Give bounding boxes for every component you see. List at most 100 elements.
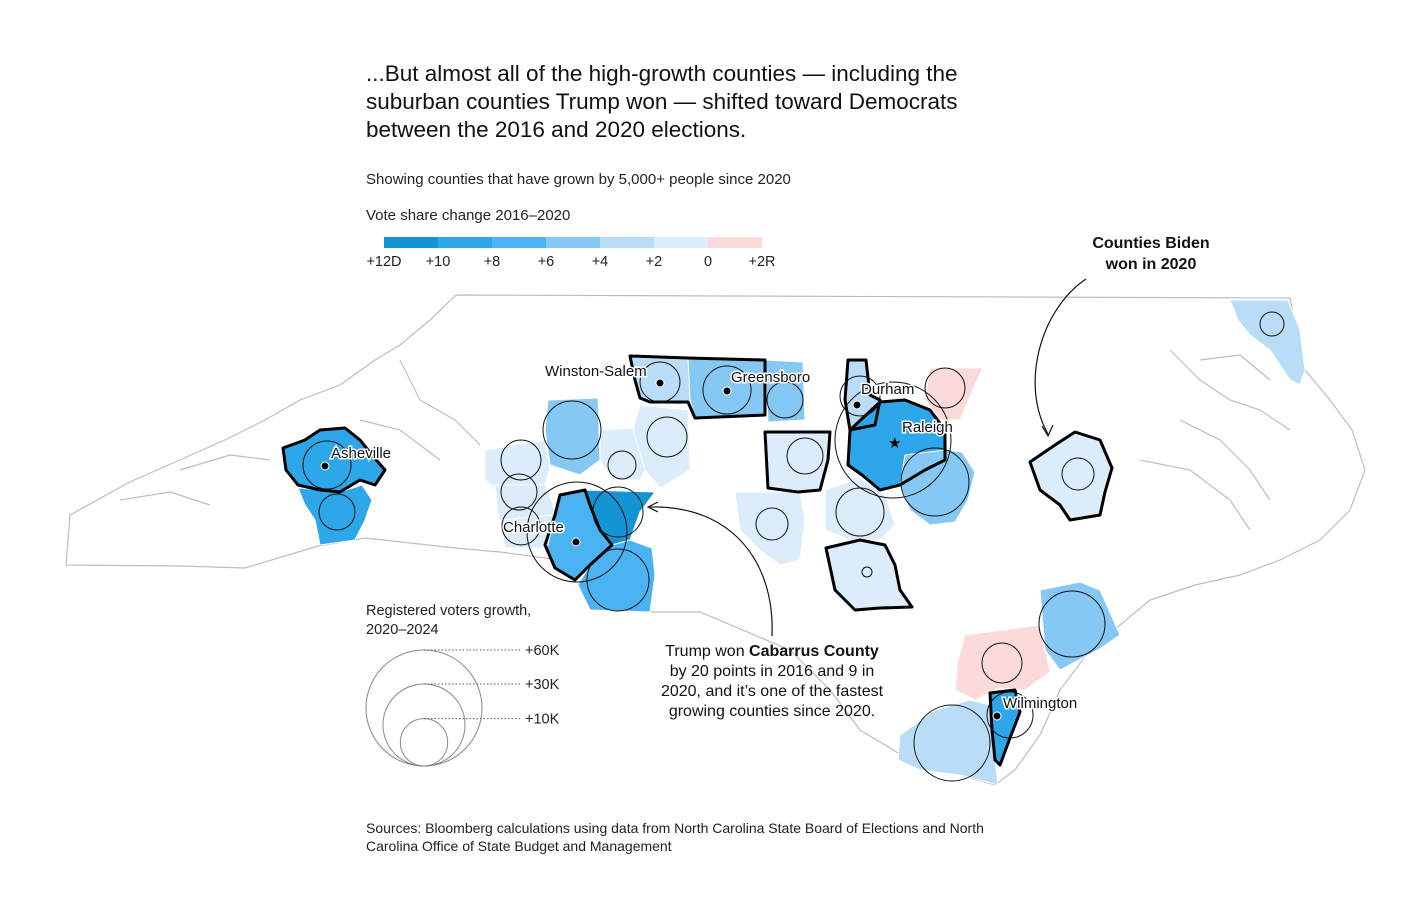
chart-subtitle: Showing counties that have grown by 5,00… (366, 171, 791, 188)
outline-wake (846, 398, 947, 492)
size-legend-title-2: 2020–2024 (366, 622, 439, 638)
bubble-guilford (702, 365, 752, 415)
outline-chatham (763, 430, 832, 494)
bubble-brunswick (913, 704, 991, 782)
county-brunswick (897, 699, 999, 786)
biden-annotation-arrowhead (1041, 424, 1054, 438)
size-legend-title-1: Registered voters growth, (366, 603, 531, 619)
color-legend-swatch (546, 237, 600, 248)
bubble-lincoln (500, 473, 538, 511)
bubble-rowan (607, 450, 637, 480)
outline-buncombe (281, 426, 387, 494)
outline-forsyth-guilford (628, 354, 767, 420)
bubble-chatham (786, 437, 824, 475)
county-onslow (1039, 581, 1121, 671)
color-legend-tick: 0 (704, 254, 712, 270)
bubble-new-hanover (986, 691, 1034, 739)
cabarrus-annotation-arrow (649, 506, 773, 637)
cabarrus-annotation: Trump won Cabarrus County by 20 points i… (646, 501, 884, 720)
county-franklin (924, 367, 984, 421)
asheville-label: Asheville (331, 445, 391, 462)
outline-mecklenburg (543, 488, 614, 582)
bubble-mecklenburg (526, 481, 628, 583)
winston-salem-dot (655, 378, 665, 388)
bubble-wake (834, 381, 952, 499)
bubble-pitt (1061, 457, 1095, 491)
wilmington-label: Wilmington (1003, 695, 1077, 712)
cabarrus-annotation-line-1: Trump won Cabarrus County (665, 643, 879, 660)
color-legend-title: Vote share change 2016–2020 (366, 207, 571, 224)
bubble-henderson (318, 493, 356, 531)
cabarrus-annotation-line-4: growing counties since 2020. (669, 703, 875, 720)
bubble-catawba (500, 439, 542, 481)
color-legend-tick: +12D (366, 254, 401, 270)
western-counties (119, 359, 481, 506)
title-line-3: between the 2016 and 2020 elections. (366, 117, 747, 142)
bubble-davidson (646, 416, 688, 458)
outline-cumberland (824, 538, 914, 612)
color-legend-tick-end: +2R (748, 254, 775, 270)
cabarrus-annotation-arrowhead (646, 501, 659, 513)
county-henderson (297, 484, 373, 546)
charlotte-label: Charlotte (503, 519, 564, 536)
asheville-dot (320, 461, 330, 471)
color-legend-swatch (492, 237, 546, 248)
size-legend-circle (365, 649, 483, 767)
county-johnston (899, 449, 976, 526)
chart-title: ...But almost all of the high-growth cou… (366, 60, 1066, 144)
color-legend-tick: +6 (538, 254, 555, 270)
title-line-2: suburban counties Trump won — shifted to… (366, 89, 958, 114)
bubble-harnett (835, 487, 885, 537)
cabarrus-annotation-line-3: 2020, and it’s one of the fastest (661, 683, 884, 700)
county-pitt (1029, 431, 1113, 521)
county-iredell (544, 397, 601, 476)
size-legend-label: +60K (525, 643, 560, 659)
color-legend-tick: +8 (484, 254, 501, 270)
sound-shoreline (1139, 349, 1291, 531)
sources-line-2: Carolina Office of State Budget and Mana… (366, 838, 672, 854)
winston-salem-label: Winston-Salem (545, 363, 647, 380)
title-line-1: ...But almost all of the high-growth cou… (366, 61, 958, 86)
north-carolina-outline (65, 294, 1366, 786)
color-legend-swatch (708, 237, 762, 248)
biden-annotation-line-1: Counties Biden (1092, 235, 1209, 252)
county-chatham (764, 431, 831, 493)
color-legend-tick: +10 (426, 254, 451, 270)
biden-annotation-arrow (1034, 278, 1087, 435)
sources-note: Sources: Bloomberg calculations using da… (366, 819, 1086, 855)
greensboro-label: Greensboro (731, 369, 810, 386)
county-moore (734, 491, 806, 566)
biden-annotation-line-2: won in 2020 (1105, 256, 1197, 273)
bubble-moore (755, 507, 789, 541)
color-legend-tick: +2 (646, 254, 663, 270)
biden-won-outlines (281, 354, 1114, 767)
county-davidson (632, 404, 691, 489)
size-legend-circle (382, 683, 466, 767)
color-legend-swatch (384, 237, 438, 248)
bubble-onslow (1038, 590, 1106, 658)
greensboro-dot (722, 386, 732, 396)
bubble-cumberland (861, 566, 873, 578)
growth-bubbles (302, 311, 1285, 782)
bubble-alamance (766, 381, 804, 419)
county-currituck (1229, 299, 1306, 386)
charlotte-dot (571, 537, 581, 547)
county-cumberland (825, 539, 913, 611)
bubble-gaston (501, 506, 541, 546)
color-legend-swatch (438, 237, 492, 248)
size-legend: Registered voters growth, 2020–2024 +60K… (365, 603, 560, 767)
county-pender (954, 624, 1051, 701)
raleigh-label: Raleigh (902, 419, 953, 436)
size-legend-label: +10K (525, 712, 560, 728)
durham-label: Durham (861, 381, 914, 398)
size-legend-circle (399, 718, 449, 767)
outline-new-hanover (988, 688, 1022, 767)
bubble-pender (981, 642, 1023, 684)
bubble-union (586, 548, 650, 612)
bubble-forsyth (639, 361, 681, 403)
biden-annotation: Counties Biden won in 2020 (1034, 235, 1210, 438)
color-legend: +12D +10 +8 +6 +4 +2 0 +2R (366, 237, 776, 270)
wilmington-dot (992, 711, 1002, 721)
sources-line-1: Sources: Bloomberg calculations using da… (366, 820, 984, 836)
